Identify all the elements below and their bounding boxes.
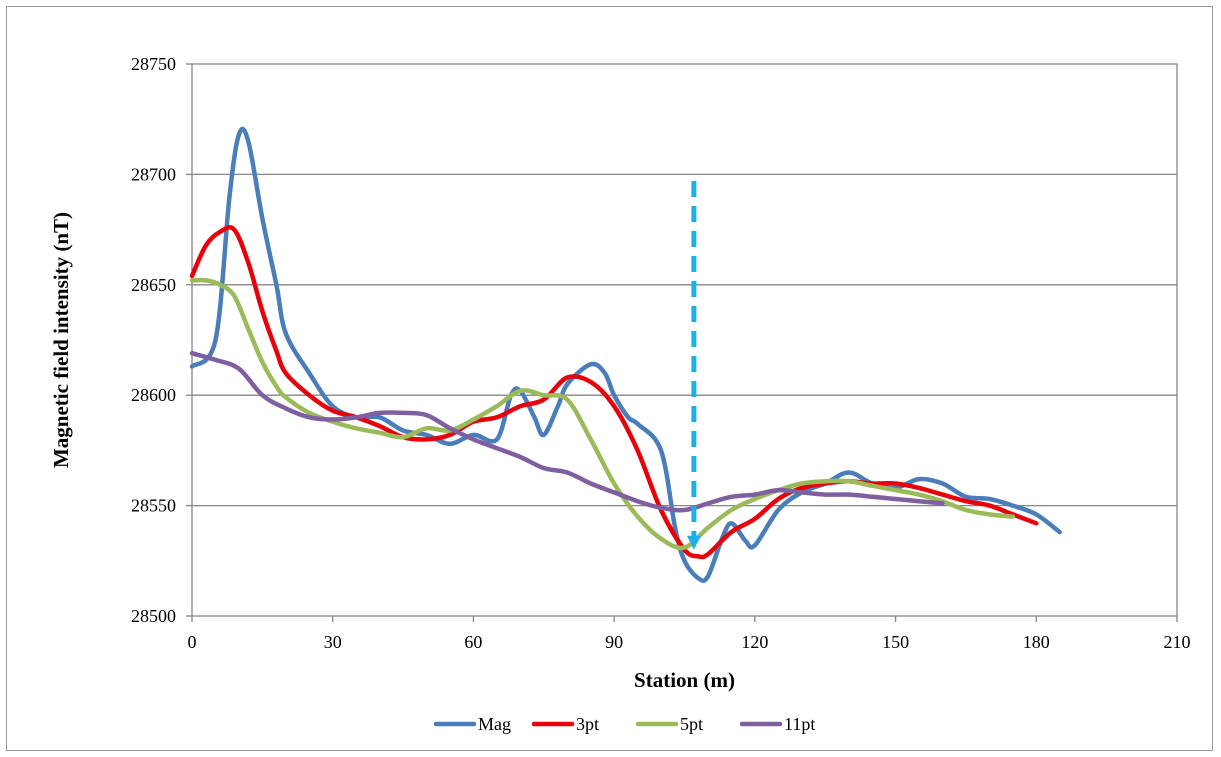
y-axis-ticks: 28500 28550 28600 28650 28700 28750 bbox=[131, 54, 192, 626]
legend: Mag 3pt 5pt 11pt bbox=[433, 714, 815, 734]
grid-lines bbox=[192, 173, 1177, 507]
y-tick-label: 28600 bbox=[131, 385, 176, 405]
series-line-mag bbox=[189, 126, 1062, 584]
annotation-arrow-head bbox=[686, 535, 701, 550]
legend-item-3pt: 3pt bbox=[531, 714, 599, 734]
series-layer bbox=[189, 126, 1062, 584]
series-line-3pt bbox=[189, 225, 1039, 560]
y-tick-label: 28750 bbox=[131, 54, 176, 74]
x-tick-label: 150 bbox=[882, 632, 909, 652]
x-axis-ticks: 0 30 60 90 120 150 180 210 bbox=[188, 616, 1191, 652]
x-tick-label: 60 bbox=[464, 632, 482, 652]
y-tick-label: 28700 bbox=[131, 164, 176, 184]
legend-item-mag: Mag bbox=[433, 714, 511, 734]
x-tick-label: 0 bbox=[188, 632, 197, 652]
annotation-layer bbox=[686, 181, 701, 550]
x-tick-label: 120 bbox=[741, 632, 768, 652]
y-tick-label: 28500 bbox=[131, 606, 176, 626]
plot-border bbox=[191, 63, 1178, 617]
legend-label: 11pt bbox=[784, 714, 815, 734]
x-tick-label: 90 bbox=[605, 632, 623, 652]
legend-item-5pt: 5pt bbox=[635, 714, 703, 734]
legend-label: 3pt bbox=[576, 714, 599, 734]
plot-area bbox=[191, 63, 1178, 617]
y-tick-label: 28650 bbox=[131, 275, 176, 295]
x-tick-label: 180 bbox=[1023, 632, 1050, 652]
x-tick-label: 210 bbox=[1164, 632, 1191, 652]
series-line-5pt bbox=[189, 277, 1016, 551]
legend-label: 5pt bbox=[680, 714, 703, 734]
series-line-11pt bbox=[189, 350, 945, 513]
y-tick-label: 28550 bbox=[131, 496, 176, 516]
legend-item-11pt: 11pt bbox=[739, 714, 815, 734]
legend-label: Mag bbox=[478, 714, 511, 734]
x-tick-label: 30 bbox=[324, 632, 342, 652]
y-axis-title: Magnetic field intensity (nT) bbox=[49, 212, 73, 468]
x-axis-title: Station (m) bbox=[634, 668, 735, 692]
